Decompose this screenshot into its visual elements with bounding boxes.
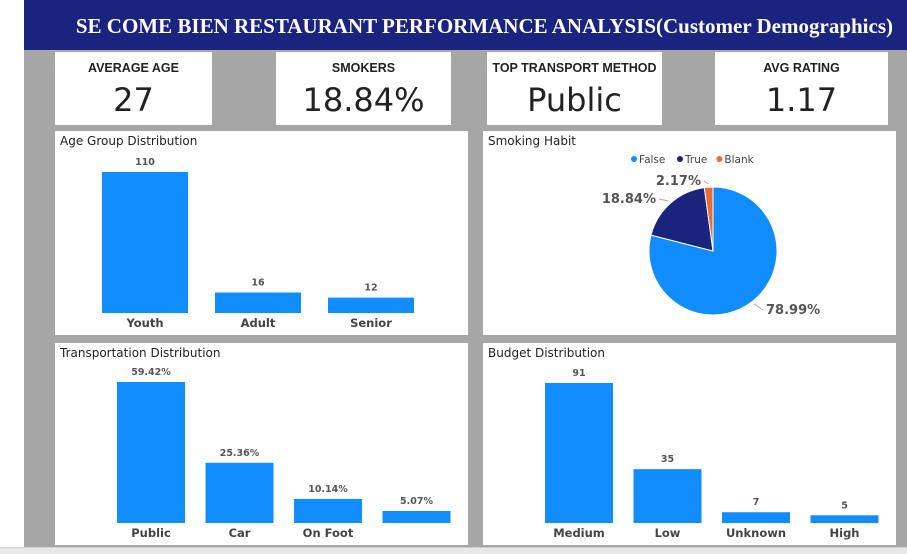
category-label: Car (229, 526, 251, 540)
leader-line (703, 180, 709, 185)
panel-title: Age Group Distribution (60, 134, 198, 148)
kpi-card-average-age[interactable]: AVERAGE AGE 27 (55, 52, 212, 125)
bar-on-foot[interactable] (294, 498, 362, 523)
kpi-label: TOP TRANSPORT METHOD (492, 61, 657, 75)
smoking-habit-panel[interactable]: Smoking Habit False True Blank 78.99% 18.84%… (483, 131, 896, 335)
category-label: On Foot (303, 526, 354, 540)
page-tab-strip (0, 547, 907, 554)
bar-public[interactable] (117, 382, 185, 523)
kpi-label: AVG RATING (763, 61, 840, 75)
kpi-card-top-transport[interactable]: TOP TRANSPORT METHOD Public (487, 52, 662, 125)
category-label: Low (655, 526, 681, 540)
legend-true[interactable]: True (684, 154, 707, 166)
data-label: 5.07% (400, 496, 433, 507)
bar-unknown[interactable] (722, 512, 790, 523)
data-label: 91 (572, 368, 585, 379)
category-label: High (830, 526, 860, 540)
age-group-panel[interactable]: Age Group Distribution 110 Youth 16 Adult 12… (55, 131, 468, 335)
data-label: 59.42% (131, 367, 171, 378)
category-label: Senior (350, 316, 392, 330)
kpi-label: SMOKERS (331, 61, 396, 75)
budget-chart: 91 Medium 35 Low 7 Unknown 5 High (545, 368, 879, 540)
data-label: 7 (753, 497, 760, 508)
panel-title: Budget Distribution (488, 346, 605, 360)
pie-label-false: 78.99% (766, 303, 820, 318)
panel-title: Smoking Habit (488, 134, 577, 148)
leader-line (753, 303, 764, 311)
category-label: Adult (241, 316, 276, 330)
kpi-card-avg-rating[interactable]: AVG RATING 1.17 (715, 52, 888, 125)
dashboard-title: SE COME BIEN RESTAURANT PERFORMANCE ANAL… (24, 0, 907, 50)
data-label: 10.14% (308, 484, 348, 495)
bar-car[interactable] (205, 462, 274, 523)
bar-high[interactable] (810, 515, 879, 523)
pie-slice-blank[interactable] (703, 186, 714, 252)
category-label: Youth (125, 316, 163, 330)
bar-senior[interactable] (328, 297, 414, 313)
transportation-chart: 59.42% Public 25.36% Car 10.14% On Foot 5.07% (117, 367, 451, 540)
data-label: 35 (661, 454, 674, 465)
data-label: 5 (841, 500, 848, 511)
pie-slice-true[interactable] (650, 187, 714, 252)
kpi-value: Public (527, 81, 622, 119)
legend-blank[interactable]: Blank (724, 154, 754, 166)
transportation-panel[interactable]: Transportation Distribution 59.42% Public… (55, 343, 468, 545)
bar-youth[interactable] (102, 172, 188, 313)
age-group-chart: 110 Youth 16 Adult 12 Senior (102, 157, 414, 330)
kpi-value: 1.17 (765, 81, 838, 119)
smoking-habit-chart: False True Blank 78.99% 18.84%2.17% (602, 154, 820, 318)
category-label: Public (131, 526, 171, 540)
legend-false[interactable]: False (639, 154, 665, 166)
kpi-label: AVERAGE AGE (88, 61, 179, 75)
legend-dot-blank (716, 156, 723, 162)
bar-medium[interactable] (545, 383, 613, 523)
panel-title: Transportation Distribution (60, 346, 221, 360)
category-label: Unknown (726, 526, 786, 540)
bar-low[interactable] (633, 469, 702, 523)
kpi-card-smokers[interactable]: SMOKERS 18.84% (276, 52, 451, 125)
data-label: 16 (251, 277, 265, 288)
pie-label-true: 18.84% (602, 192, 656, 207)
budget-panel[interactable]: Budget Distribution 91 Medium 35 Low 7 Unknow… (483, 343, 896, 545)
legend-dot-false (631, 156, 637, 162)
leader-line (658, 198, 669, 202)
kpi-value: 27 (113, 81, 154, 119)
legend-dot-true (677, 156, 683, 162)
data-label: 110 (135, 157, 155, 168)
kpi-value: 18.84% (302, 81, 425, 119)
data-label: 12 (364, 283, 377, 294)
bar-adult[interactable] (215, 292, 301, 313)
bar-blank[interactable] (382, 510, 451, 523)
pie-label-blank: 2.17% (656, 174, 701, 189)
data-label: 25.36% (220, 448, 260, 459)
dashboard-canvas: SE COME BIEN RESTAURANT PERFORMANCE ANAL… (24, 0, 907, 553)
category-label: Medium (553, 526, 605, 540)
